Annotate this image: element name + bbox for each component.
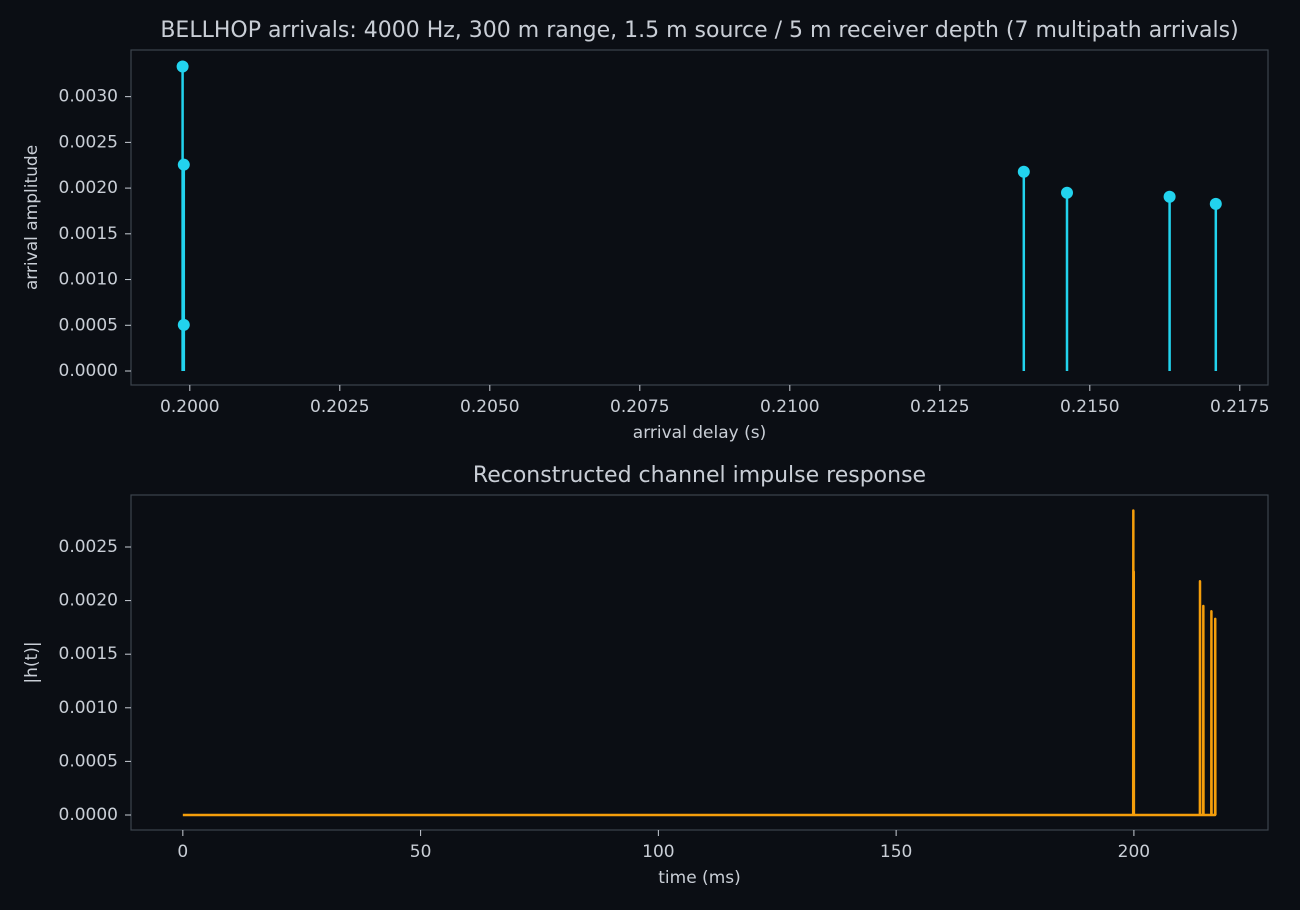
x-tick-label: 200 xyxy=(1118,842,1150,862)
y-axis-label: |h(t)| xyxy=(22,641,42,683)
chart-title: BELLHOP arrivals: 4000 Hz, 300 m range, … xyxy=(160,18,1238,43)
y-tick-label: 0.0000 xyxy=(59,805,118,825)
y-tick-label: 0.0010 xyxy=(59,698,118,718)
stem-marker xyxy=(1209,197,1222,210)
y-axis-label: arrival amplitude xyxy=(22,145,42,290)
y-tick-label: 0.0025 xyxy=(59,132,118,152)
x-axis-label: time (ms) xyxy=(658,868,741,888)
impulse-line xyxy=(182,509,1217,817)
chart-title: Reconstructed channel impulse response xyxy=(473,463,926,488)
stem-marker xyxy=(1061,186,1073,199)
y-tick-label: 0.0020 xyxy=(59,178,118,198)
y-tick-label: 0.0015 xyxy=(59,644,118,664)
y-tick-label: 0.0000 xyxy=(59,361,118,381)
x-tick-label: 0.2125 xyxy=(910,397,969,417)
y-tick-label: 0.0010 xyxy=(59,270,118,290)
plot-frame xyxy=(130,49,1269,386)
x-tick-label: 100 xyxy=(642,842,674,862)
x-tick-label: 0.2175 xyxy=(1210,397,1269,417)
x-tick-label: 0.2025 xyxy=(310,397,369,417)
y-tick-label: 0.0005 xyxy=(59,315,118,335)
y-tick-label: 0.0025 xyxy=(59,537,118,557)
x-tick-label: 0.2150 xyxy=(1060,397,1119,417)
x-tick-label: 150 xyxy=(880,842,912,862)
stem-marker xyxy=(177,158,190,171)
y-tick-label: 0.0015 xyxy=(59,224,118,244)
stem-marker xyxy=(176,60,189,73)
plot-frame xyxy=(130,494,1269,831)
stem-marker xyxy=(1017,165,1030,178)
x-tick-label: 0 xyxy=(177,842,188,862)
y-tick-label: 0.0005 xyxy=(59,751,118,771)
x-tick-label: 0.2050 xyxy=(460,397,519,417)
x-axis-label: arrival delay (s) xyxy=(633,423,766,443)
x-tick-label: 0.2000 xyxy=(160,397,219,417)
y-tick-label: 0.0020 xyxy=(59,591,118,611)
stem-marker xyxy=(177,318,190,331)
x-tick-label: 0.2075 xyxy=(610,397,669,417)
y-tick-label: 0.0030 xyxy=(59,87,118,107)
x-tick-label: 50 xyxy=(410,842,432,862)
stem-marker xyxy=(1163,190,1176,203)
x-tick-label: 0.2100 xyxy=(760,397,819,417)
